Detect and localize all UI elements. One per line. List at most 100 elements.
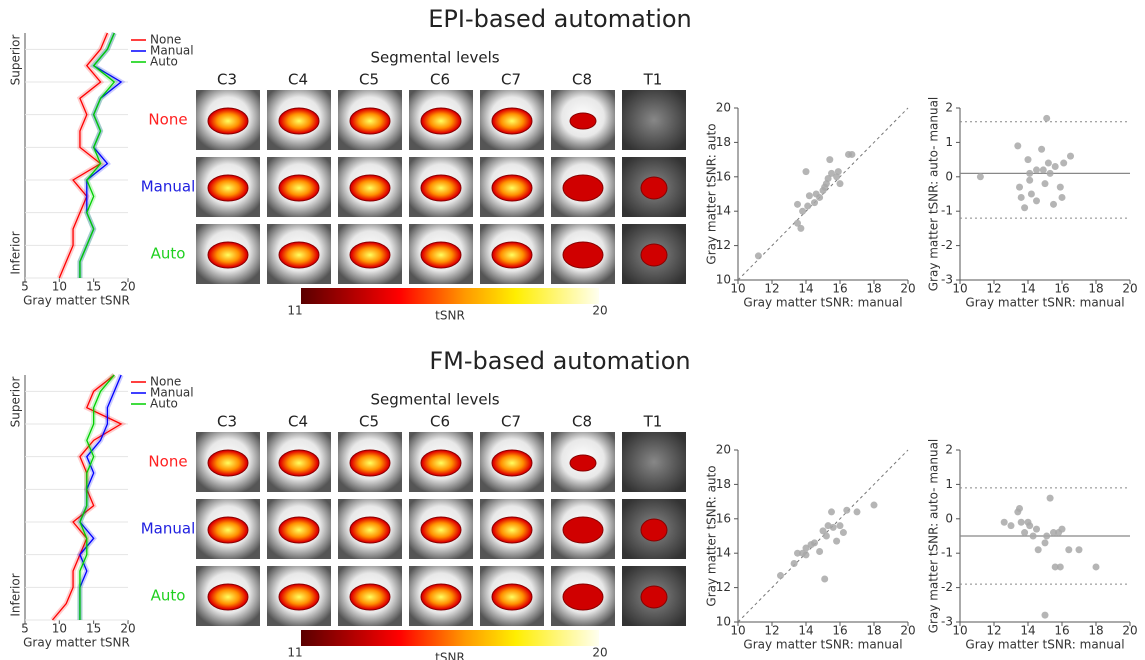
section-title: EPI-based automation <box>428 5 692 33</box>
point <box>1033 166 1040 173</box>
point <box>837 522 844 529</box>
point <box>791 560 798 567</box>
y-tick-label: -3 <box>941 615 953 629</box>
y-axis-label: Gray matter tSNR: auto- manual <box>927 439 941 634</box>
point <box>777 572 784 579</box>
x-tick-label: 16 <box>1054 624 1069 638</box>
legend-label: Auto <box>150 397 178 411</box>
x-tick-label: 10 <box>730 282 745 296</box>
point <box>823 180 830 187</box>
y-label-top: Superior <box>9 377 23 428</box>
point <box>816 548 823 555</box>
x-axis-label: Gray matter tSNR <box>23 636 130 650</box>
x-tick-label: 18 <box>1088 282 1103 296</box>
point <box>1052 163 1059 170</box>
x-axis-label: Gray matter tSNR: manual <box>965 638 1124 652</box>
point <box>1067 153 1074 160</box>
point <box>797 225 804 232</box>
point <box>804 203 811 210</box>
colorbar-min: 11 <box>287 304 302 318</box>
cord-map <box>641 244 667 266</box>
cord-map <box>421 242 461 268</box>
point <box>1021 204 1028 211</box>
y-axis-label: Gray matter tSNR: auto <box>705 465 719 606</box>
column-label: C8 <box>572 413 592 431</box>
point <box>806 192 813 199</box>
cord-map <box>563 242 603 268</box>
cord-map <box>641 177 667 199</box>
x-tick-label: 20 <box>1122 624 1137 638</box>
row-label: None <box>148 453 187 471</box>
x-axis-label: Gray matter tSNR: manual <box>965 296 1124 310</box>
column-label: C6 <box>430 71 450 89</box>
y-tick-label: 0 <box>945 169 953 183</box>
point <box>1047 495 1054 502</box>
point <box>1018 519 1025 526</box>
x-axis-label: Gray matter tSNR: manual <box>743 296 902 310</box>
section-title: FM-based automation <box>429 347 690 375</box>
point <box>1093 563 1100 570</box>
column-label: C8 <box>572 71 592 89</box>
point <box>1026 177 1033 184</box>
x-axis-label: Gray matter tSNR <box>23 294 130 308</box>
y-tick-label: -2 <box>941 238 953 252</box>
colorbar-label: tSNR <box>435 309 465 323</box>
cord-map <box>492 108 532 134</box>
y-label-top: Superior <box>9 35 23 86</box>
cord-map <box>279 175 319 201</box>
point <box>1042 539 1049 546</box>
y-tick-label: 10 <box>716 615 731 629</box>
x-tick-label: 20 <box>900 282 915 296</box>
point <box>1008 522 1015 529</box>
point <box>837 180 844 187</box>
point <box>1026 522 1033 529</box>
row-label: Auto <box>151 587 186 605</box>
column-label: T1 <box>643 413 663 431</box>
point <box>821 576 828 583</box>
x-tick-label: 20 <box>1122 282 1137 296</box>
point <box>1042 612 1049 619</box>
x-tick-label: 16 <box>832 282 847 296</box>
x-tick-label: 14 <box>1020 282 1035 296</box>
point <box>1014 142 1021 149</box>
cord-map <box>563 175 603 201</box>
point <box>823 533 830 540</box>
cord-map <box>350 450 390 476</box>
row-label: None <box>148 111 187 129</box>
y-tick-label: -2 <box>941 580 953 594</box>
x-tick-label: 10 <box>730 624 745 638</box>
point <box>816 194 823 201</box>
point <box>1016 184 1023 191</box>
cord-map <box>350 175 390 201</box>
y-tick-label: 20 <box>716 101 731 115</box>
column-label: C3 <box>217 413 237 431</box>
point <box>794 201 801 208</box>
column-label: C4 <box>288 413 308 431</box>
cord-map <box>279 450 319 476</box>
point <box>1040 166 1047 173</box>
point <box>833 538 840 545</box>
slice-image <box>622 432 686 492</box>
cord-map <box>570 455 596 471</box>
x-tick-label: 18 <box>866 624 881 638</box>
cord-map <box>350 242 390 268</box>
point <box>1043 533 1050 540</box>
y-tick-label: 20 <box>716 443 731 457</box>
cord-map <box>279 108 319 134</box>
x-tick-label: 20 <box>120 280 135 294</box>
colorbar-min: 11 <box>287 646 302 660</box>
cord-map <box>279 517 319 543</box>
point <box>1018 194 1025 201</box>
point <box>1047 170 1054 177</box>
y-tick-label: 0 <box>945 511 953 525</box>
x-tick-label: 12 <box>764 624 779 638</box>
x-tick-label: 12 <box>986 624 1001 638</box>
cord-map <box>421 175 461 201</box>
point <box>1050 201 1057 208</box>
point <box>803 168 810 175</box>
column-label: C6 <box>430 413 450 431</box>
colorbar-max: 20 <box>592 304 607 318</box>
x-tick-label: 12 <box>986 282 1001 296</box>
point <box>828 508 835 515</box>
cord-map <box>208 517 248 543</box>
